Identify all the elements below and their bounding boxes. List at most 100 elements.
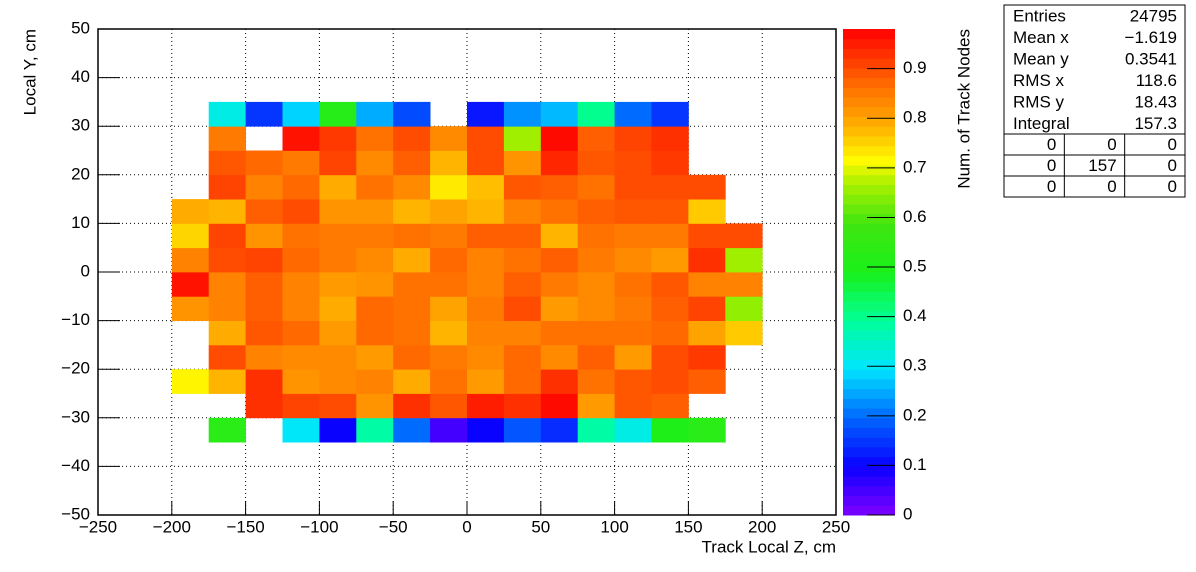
heatmap-cell [356, 223, 394, 249]
heatmap-cell [282, 296, 320, 321]
heatmap-cell [430, 417, 468, 443]
heatmap-cell [430, 174, 468, 200]
heatmap-cell [577, 126, 615, 151]
heatmap-cell [393, 174, 431, 200]
colorbar-segment [843, 194, 895, 205]
x-tick-label: 0 [462, 517, 471, 536]
heatmap-cell [171, 199, 210, 224]
heatmap-cell [208, 126, 246, 151]
heatmap-cell [282, 101, 320, 127]
heatmap-cell [356, 417, 394, 443]
heatmap-cell [171, 223, 210, 249]
heatmap-cell [393, 247, 431, 273]
heatmap-cell [614, 417, 652, 443]
y-tick-label: −20 [61, 359, 90, 378]
colorbar-segment [843, 135, 895, 147]
stats-name: Integral [1013, 114, 1070, 133]
heatmap-cell [171, 247, 210, 273]
heatmap-cell [356, 174, 394, 200]
heatmap-cell [725, 320, 763, 346]
colorbar-segment [843, 359, 895, 370]
heatmap-cell [393, 150, 431, 176]
colorbar-segment [843, 446, 895, 458]
heatmap-cell [651, 126, 689, 151]
colorbar-segment [843, 106, 895, 117]
heatmap-cell [503, 150, 542, 176]
colorbar-segment [843, 310, 895, 322]
heatmap-cell [208, 101, 246, 127]
heatmap-cell [651, 223, 689, 249]
heatmap-cell [245, 174, 283, 200]
heatmap-cell [467, 247, 505, 273]
x-tick-label: −50 [379, 517, 408, 536]
heatmap-cell [577, 150, 615, 176]
stats-box [1003, 4, 1186, 198]
heatmap-cell [282, 344, 320, 370]
stats-value: −1.619 [1125, 28, 1177, 47]
colorbar-segment [843, 184, 895, 195]
colorbar-segment [843, 427, 895, 438]
colorbar-segment [843, 223, 895, 234]
colorbar-segment [843, 242, 895, 254]
heatmap-cell [208, 223, 246, 249]
x-tick-label: −250 [79, 517, 117, 536]
stats-cell: 0 [1168, 135, 1177, 154]
colorbar-segment [843, 38, 895, 49]
heatmap-cell [540, 247, 579, 273]
heatmap-cell [319, 174, 357, 200]
heatmap-cell [282, 223, 320, 249]
colorbar-segment [843, 456, 895, 467]
colorbar-segment [843, 252, 895, 263]
heatmap-cell [577, 296, 615, 321]
heatmap-cell [393, 369, 431, 394]
y-tick-label: 50 [71, 18, 90, 37]
heatmap-cell [430, 223, 468, 249]
heatmap-cell [208, 417, 246, 443]
heatmap-cell [245, 150, 283, 176]
heatmap-cell [430, 199, 468, 224]
heatmap-cell [725, 296, 763, 321]
y-tick-label: 10 [71, 213, 90, 232]
heatmap-cell [540, 393, 579, 419]
z-tick-label: 0 [903, 504, 912, 523]
heatmap-cell [467, 296, 505, 321]
heatmap-cell [503, 344, 542, 370]
z-tick-label: 0.8 [903, 108, 927, 127]
heatmap-cell [577, 393, 615, 419]
colorbar-segment [843, 272, 895, 283]
heatmap-cell [467, 199, 505, 224]
heatmap-cell [540, 272, 579, 297]
heatmap-cell [467, 272, 505, 297]
heatmap-cell [503, 393, 542, 419]
heatmap-cell [688, 247, 726, 273]
heatmap-cell [577, 174, 615, 200]
z-tick-label: 0.9 [903, 58, 927, 77]
heatmap-cell [540, 126, 579, 151]
x-tick-label: 200 [748, 517, 776, 536]
heatmap-cell [282, 393, 320, 419]
colorbar-segment [843, 67, 895, 79]
y-tick-label: 20 [71, 164, 90, 183]
heatmap-cell [614, 247, 652, 273]
heatmap-cell [319, 296, 357, 321]
heatmap-cell [467, 174, 505, 200]
heatmap-cell [651, 344, 689, 370]
heatmap-cell [614, 199, 652, 224]
colorbar-segment [843, 330, 895, 341]
colorbar-segment [843, 505, 895, 516]
heatmap-cell [430, 150, 468, 176]
heatmap-cell [319, 369, 357, 394]
heatmap-cell [467, 126, 505, 151]
heatmap-cell [245, 101, 283, 127]
heatmap-cell [245, 369, 283, 394]
heatmap-cell [393, 223, 431, 249]
heatmap-cell [467, 369, 505, 394]
heatmap-cell [577, 417, 615, 443]
heatmap-cell [651, 320, 689, 346]
heatmap-cell [651, 150, 689, 176]
heatmap-cell [651, 393, 689, 419]
heatmap-cell [651, 369, 689, 394]
heatmap-cell [245, 272, 283, 297]
heatmap-cell [503, 126, 542, 151]
